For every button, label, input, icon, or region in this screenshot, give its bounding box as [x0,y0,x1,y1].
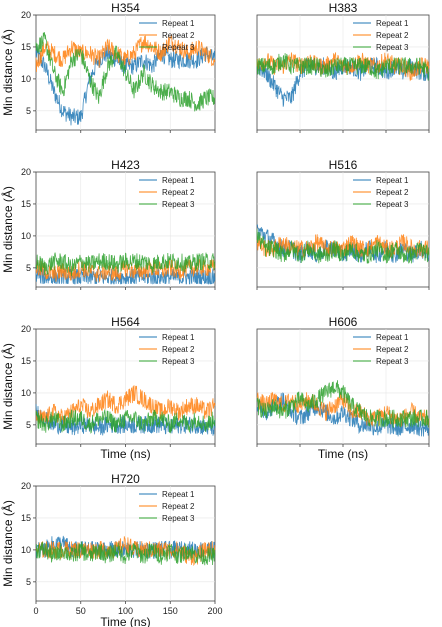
panel-h383: H383 Repeat 1 Repeat 2 Repeat 3 [256,1,430,133]
series-line-repeat-3 [35,32,216,112]
legend-entry: Repeat 3 [376,43,409,52]
series-line-repeat-3 [256,380,430,429]
legend-entry: Repeat 1 [162,19,195,28]
y-tick-label: 15 [21,356,31,366]
y-axis-label: Min distance (Å) [0,343,15,430]
y-tick-label: 15 [21,513,31,523]
series-line-repeat-3 [256,229,430,264]
legend-entry: Repeat 1 [162,333,195,342]
panel-title: H354 [111,1,140,15]
y-tick-label: 20 [21,481,31,491]
y-tick-label: 5 [26,263,31,273]
y-tick-label: 20 [21,10,31,20]
y-tick-label: 5 [26,106,31,116]
legend-entry: Repeat 1 [376,19,409,28]
series-line-repeat-3 [35,541,216,566]
y-tick-label: 20 [21,167,31,177]
y-tick-label: 15 [21,199,31,209]
panel-title: H720 [111,472,140,486]
panel-h516: H516 Repeat 1 Repeat 2 Repeat 3 [256,158,430,290]
x-tick-label: 0 [33,606,38,616]
legend-entry: Repeat 2 [162,502,195,511]
panel-h564: H564 5 10 15 20 Min distance (Å) Time (ns) Repe… [0,315,216,461]
panel-title: H423 [111,158,140,172]
x-tick-label: 150 [163,606,178,616]
series-line-repeat-3 [256,53,430,81]
panel-h606: H606 Time (ns) Repeat 1 Repeat 2 Repeat 3 [256,315,430,461]
legend-entry: Repeat 3 [162,514,195,523]
series-line-repeat-1 [35,404,216,436]
panel-title: H516 [329,158,358,172]
legend-entry: Repeat 2 [376,188,409,197]
legend-entry: Repeat 3 [162,357,195,366]
legend-entry: Repeat 2 [376,31,409,40]
series-line-repeat-2 [35,385,216,427]
y-tick-label: 20 [21,324,31,334]
legend-entry: Repeat 2 [162,188,195,197]
legend-entry: Repeat 2 [162,345,195,354]
legend-entry: Repeat 3 [162,200,195,209]
x-tick-label: 100 [118,606,133,616]
series-line-repeat-2 [35,34,216,73]
panel-title: H383 [329,1,358,15]
y-axis-label: Min distance (Å) [0,500,15,587]
y-tick-label: 10 [21,74,31,84]
legend-entry: Repeat 1 [376,176,409,185]
legend-entry: Repeat 1 [376,333,409,342]
x-axis-label: Time (ns) [100,447,150,461]
series-line-repeat-2 [256,234,430,259]
y-tick-label: 10 [21,545,31,555]
y-tick-label: 15 [21,42,31,52]
y-axis-label: Min distance (Å) [0,186,15,273]
legend-entry: Repeat 3 [376,357,409,366]
series-line-repeat-3 [35,409,216,434]
x-tick-label: 50 [76,606,86,616]
x-axis-label: Time (ns) [318,447,368,461]
x-axis-label: Time (ns) [100,615,150,627]
legend-entry: Repeat 1 [162,176,195,185]
legend-entry: Repeat 3 [162,43,195,52]
panel-title: H564 [111,315,140,329]
panel-h423: H423 5 10 15 20 Min distance (Å) Repeat 1 Repea… [0,158,216,290]
legend-entry: Repeat 2 [376,345,409,354]
y-tick-label: 10 [21,388,31,398]
x-tick-label: 200 [207,606,222,616]
y-tick-label: 10 [21,231,31,241]
y-tick-label: 5 [26,420,31,430]
y-tick-label: 5 [26,577,31,587]
series-line-repeat-3 [35,252,216,277]
legend-entry: Repeat 2 [162,31,195,40]
panel-title: H606 [329,315,358,329]
legend-entry: Repeat 1 [162,490,195,499]
y-axis-label: Min distance (Å) [0,29,15,116]
legend-entry: Repeat 3 [376,200,409,209]
panel-h354: H354 5 10 15 20 Min distance (Å) Repeat 1 Repea… [0,1,216,133]
